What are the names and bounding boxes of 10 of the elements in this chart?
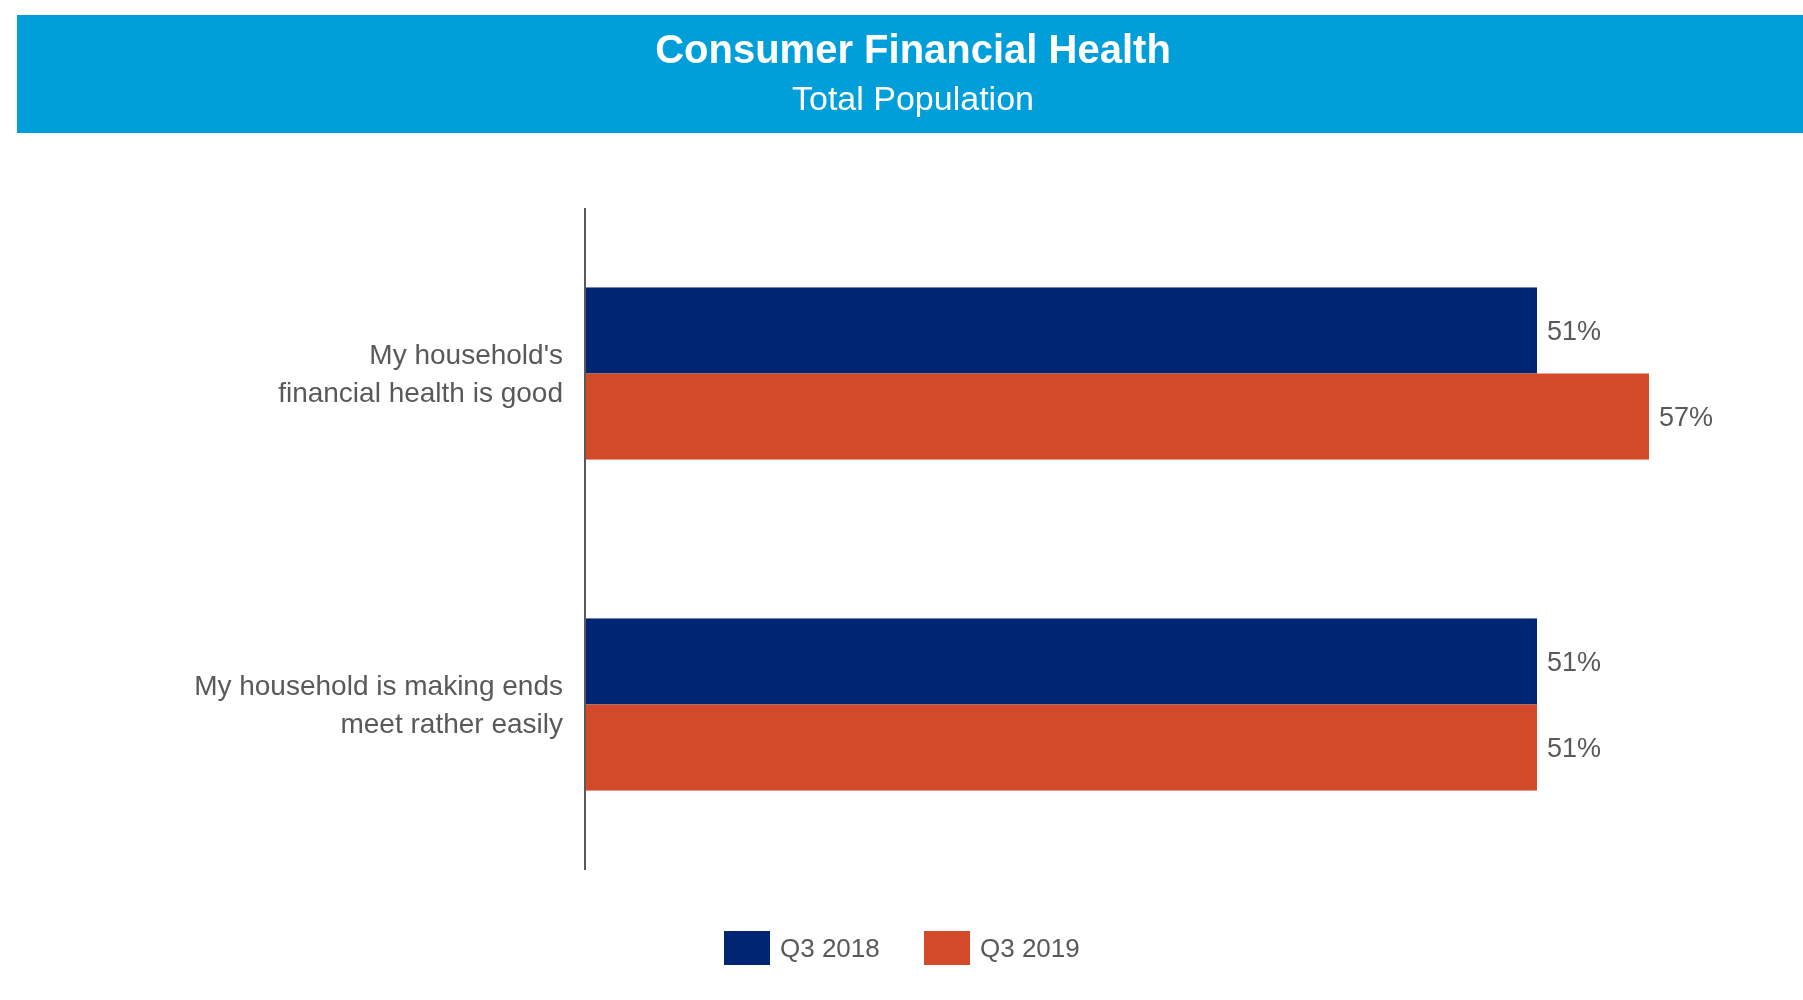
legend-label: Q3 2018	[780, 933, 880, 964]
data-label: 51%	[1547, 732, 1602, 763]
chart-title: Consumer Financial Health	[655, 27, 1171, 71]
data-label: 51%	[1547, 315, 1602, 346]
y-tick-label: My household's financial health is good	[278, 339, 563, 409]
legend-label: Q3 2019	[980, 933, 1080, 964]
data-label: 51%	[1547, 646, 1602, 677]
y-tick-label: My household is making ends meet rather easily	[194, 670, 563, 740]
chart-subtitle: Total Population	[792, 79, 1034, 117]
data-label: 57%	[1659, 401, 1714, 432]
